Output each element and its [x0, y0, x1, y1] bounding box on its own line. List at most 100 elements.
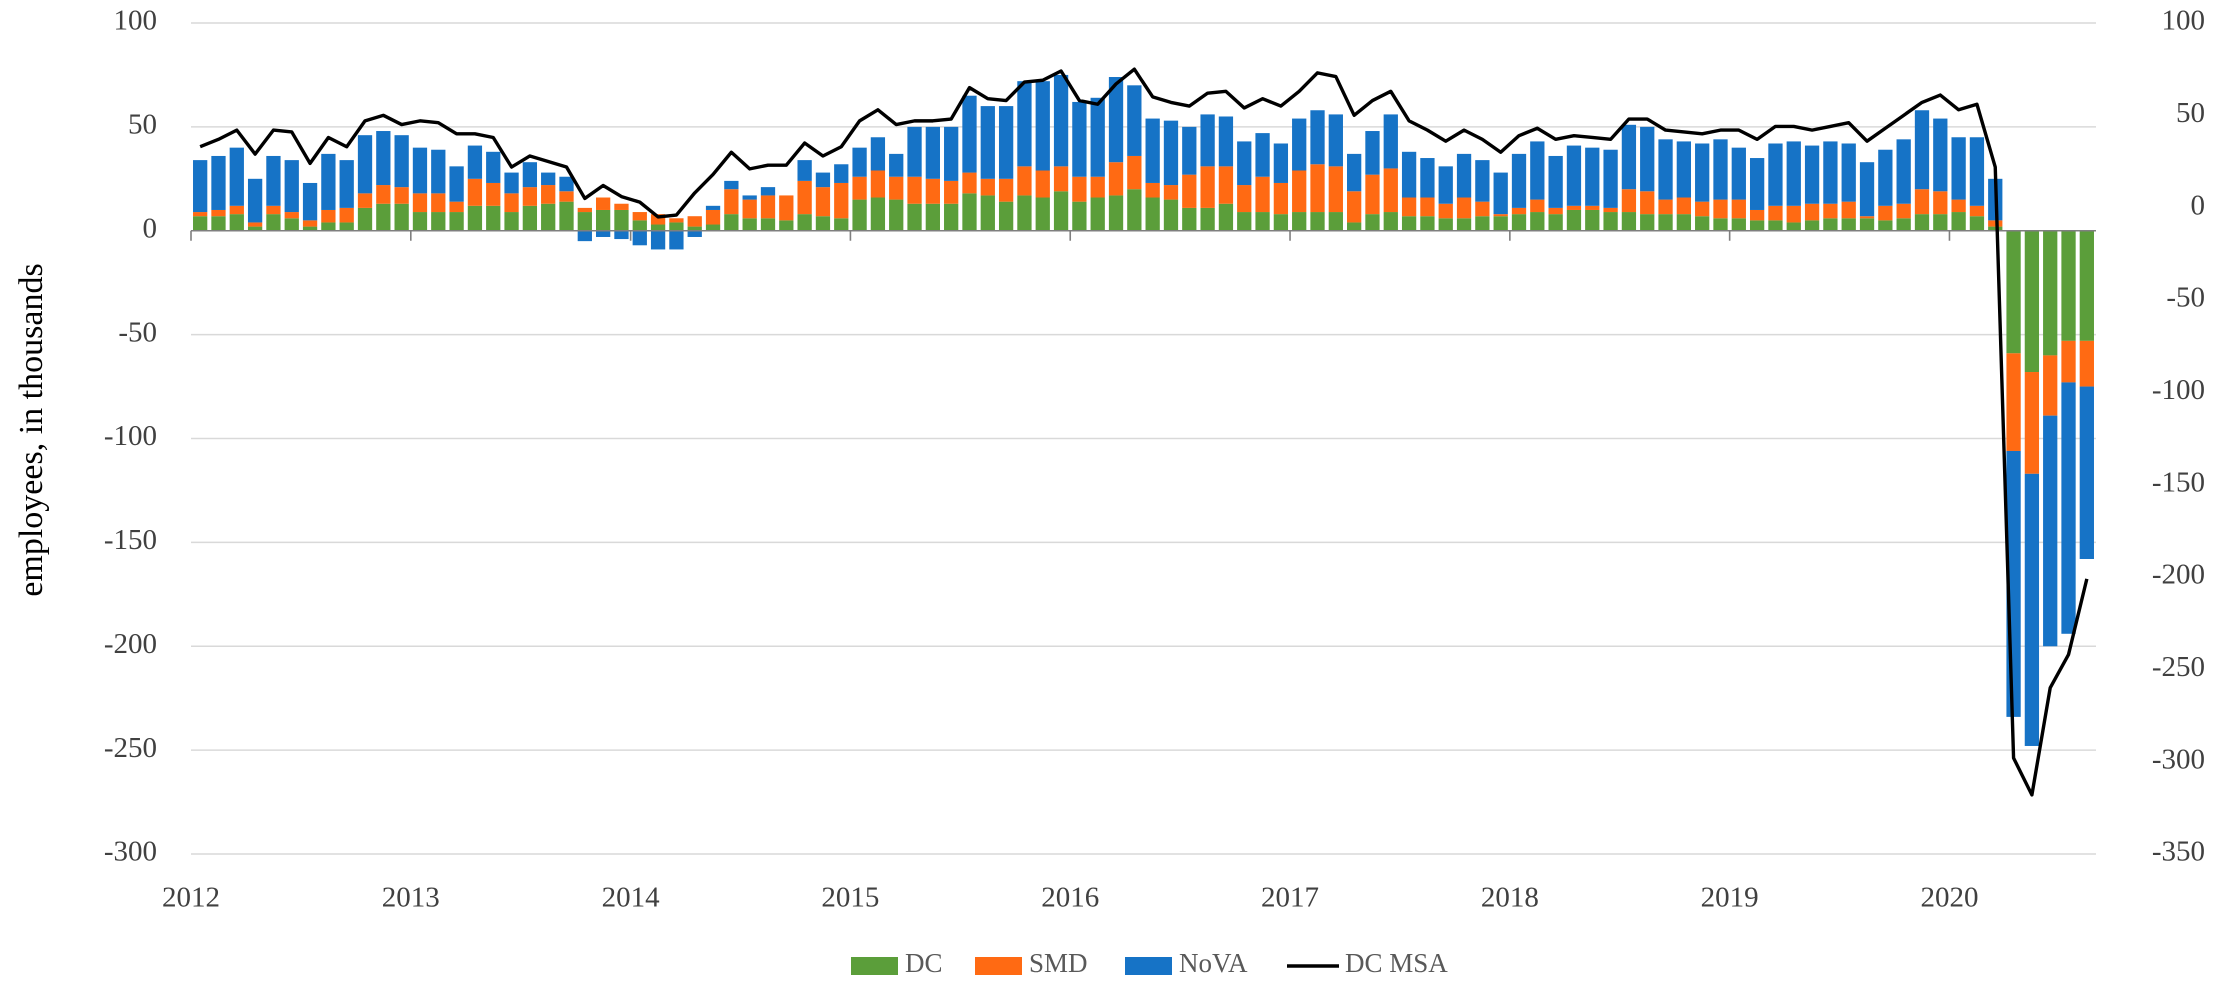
bar: [1695, 216, 1710, 231]
bar: [980, 106, 995, 179]
bar: [1603, 207, 1618, 213]
bar: [1511, 207, 1527, 215]
bar: [1859, 216, 1875, 219]
bar: [760, 187, 776, 196]
bar: [412, 212, 428, 231]
y-tick-label: 100: [114, 5, 158, 37]
bar: [1182, 174, 1197, 208]
bar: [211, 216, 226, 231]
bar: [229, 205, 244, 215]
bar: [412, 193, 428, 213]
y2-tick-label: -150: [2152, 466, 2205, 498]
bar: [1859, 218, 1875, 231]
bar: [998, 178, 1014, 202]
bar: [797, 180, 812, 215]
legend-label: SMD: [1029, 948, 1088, 978]
bar: [339, 207, 354, 223]
bar: [742, 218, 757, 231]
bar: [889, 153, 904, 177]
bar: [1823, 141, 1838, 204]
bar: [1585, 209, 1600, 231]
bar: [944, 203, 959, 231]
bar: [742, 199, 757, 219]
bar: [486, 205, 501, 231]
bar: [504, 193, 519, 213]
bar: [1530, 141, 1545, 200]
bar: [834, 164, 849, 183]
bar: [1878, 149, 1893, 206]
bar: [632, 212, 647, 221]
bar: [1585, 147, 1600, 206]
bar: [1328, 166, 1343, 213]
bar: [1200, 114, 1215, 167]
bar: [760, 195, 776, 219]
bar: [889, 199, 904, 231]
legend-swatch: [1125, 957, 1172, 975]
bar: [705, 209, 721, 225]
y-tick-label: -200: [104, 628, 157, 660]
bar: [632, 220, 647, 231]
bar: [1017, 81, 1032, 167]
bar: [431, 193, 446, 213]
bar: [1640, 214, 1655, 231]
bar: [870, 137, 886, 171]
bar: [1456, 197, 1472, 219]
bar: [944, 126, 959, 181]
bar: [925, 178, 940, 204]
bar: [321, 153, 336, 210]
bar: [889, 176, 904, 200]
bar: [1310, 110, 1325, 165]
bar: [2079, 340, 2094, 387]
x-tick-label: 2019: [1701, 882, 1759, 914]
bar: [724, 180, 739, 190]
bar: [229, 147, 244, 206]
bar: [705, 205, 721, 210]
bar: [394, 187, 409, 204]
bar: [339, 222, 354, 231]
x-tick-label: 2015: [821, 882, 879, 914]
bar: [1108, 162, 1124, 196]
bar: [1933, 214, 1948, 231]
bar: [1145, 118, 1160, 183]
bar: [1658, 139, 1673, 200]
bar: [1896, 218, 1911, 231]
bar: [504, 212, 519, 231]
bar: [2024, 372, 2040, 474]
x-tick-label: 2016: [1041, 882, 1099, 914]
x-tick-label: 2018: [1481, 882, 1539, 914]
bar: [944, 180, 959, 204]
bar: [2061, 230, 2076, 341]
bar: [1218, 116, 1234, 167]
bar: [1676, 214, 1692, 231]
line: [199, 67, 2089, 797]
bar: [2061, 382, 2076, 634]
bar: [595, 197, 611, 210]
bar: [1566, 205, 1582, 210]
bar: [595, 230, 611, 237]
bar: [1896, 139, 1911, 204]
bar: [1749, 209, 1765, 221]
bar: [1731, 199, 1746, 219]
bar: [687, 226, 702, 231]
bar: [1127, 189, 1142, 231]
y2-tick-label: 50: [2176, 97, 2205, 129]
bar: [1493, 172, 1508, 215]
bar: [1017, 166, 1032, 196]
bar: [1273, 182, 1289, 215]
bar: [1420, 197, 1435, 217]
bar: [1713, 199, 1728, 219]
bar: [1804, 145, 1820, 204]
bar: [1237, 212, 1252, 231]
bar: [870, 197, 886, 231]
bar: [1475, 160, 1490, 202]
bar: [797, 214, 812, 231]
bar: [431, 212, 446, 231]
bar: [247, 178, 263, 223]
bar: [1548, 207, 1563, 215]
bar: [1749, 158, 1765, 210]
bar: [1127, 155, 1142, 190]
bar: [1035, 170, 1050, 198]
bar: [504, 172, 519, 194]
bar: [1804, 220, 1820, 231]
bar: [779, 195, 794, 221]
